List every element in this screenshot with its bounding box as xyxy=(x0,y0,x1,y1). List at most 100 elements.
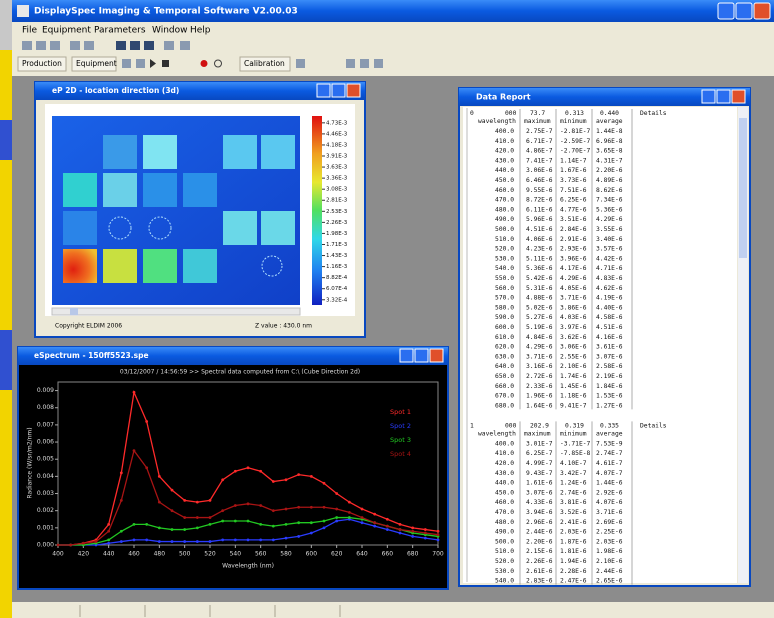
tool-icon[interactable] xyxy=(296,59,305,68)
copyright: Copyright ELDIM 2006 xyxy=(55,323,122,330)
tool-icon[interactable] xyxy=(36,41,46,50)
maximize-button[interactable] xyxy=(415,349,428,362)
tool-icon[interactable] xyxy=(164,41,174,50)
tool-icon[interactable] xyxy=(22,41,32,50)
minimize-button[interactable] xyxy=(702,90,715,103)
close-button[interactable] xyxy=(347,84,360,97)
menu-item[interactable]: Parameters xyxy=(94,26,146,36)
report-cell: 1.45E-6 xyxy=(560,383,587,390)
report-cell: 1.67E-6 xyxy=(560,167,587,174)
data-point xyxy=(120,540,123,543)
screen: DisplaySpec Imaging & Temporal Software … xyxy=(0,0,774,618)
report-cell: 9.41E-7 xyxy=(560,402,587,409)
colorbar-label: 6.07E-4 xyxy=(326,286,348,292)
report-cell: 4.29E-6 xyxy=(596,216,623,223)
close-button[interactable] xyxy=(754,3,770,19)
y-tick-label: 0.005 xyxy=(37,456,54,463)
x-axis-label: Wavelength (nm) xyxy=(222,563,274,570)
report-cell: -3.71E-7 xyxy=(560,440,591,447)
minimize-button[interactable] xyxy=(718,3,734,19)
report-cell: 4.51E-6 xyxy=(526,226,553,233)
tool-icon[interactable] xyxy=(374,59,383,68)
scrollbar[interactable] xyxy=(52,308,300,315)
data-point xyxy=(209,523,212,526)
data-point xyxy=(323,526,326,529)
tool-icon[interactable] xyxy=(360,59,369,68)
maximize-button[interactable] xyxy=(717,90,730,103)
report-cell: 2.44E-6 xyxy=(596,568,623,575)
data-point xyxy=(133,449,136,452)
close-button[interactable] xyxy=(732,90,745,103)
report-cell: 5.96E-6 xyxy=(526,216,553,223)
report-cell: 7.34E-6 xyxy=(596,197,623,204)
report-cell: 1.84E-6 xyxy=(596,383,623,390)
scroll-thumb[interactable] xyxy=(70,308,78,315)
report-cell: -7.85E-8 xyxy=(560,450,591,457)
report-cell: 540.0 xyxy=(495,578,514,585)
spot xyxy=(63,173,97,207)
report-cell: 4.03E-6 xyxy=(560,314,587,321)
report-cell: 3.86E-6 xyxy=(560,304,587,311)
report-cell: 1.94E-6 xyxy=(560,558,587,565)
tool-icon[interactable] xyxy=(144,41,154,50)
toolbar-label[interactable]: Calibration xyxy=(244,59,285,68)
spot xyxy=(223,211,257,245)
report-cell: 3.42E-7 xyxy=(560,470,587,477)
tool-icon[interactable] xyxy=(180,41,190,50)
close-button[interactable] xyxy=(430,349,443,362)
scroll-thumb[interactable] xyxy=(739,118,747,258)
toolbar-label[interactable]: Equipment xyxy=(76,59,117,68)
data-point xyxy=(107,538,110,541)
toolbar-label[interactable]: Production xyxy=(22,59,62,68)
menu-item[interactable]: Equipment xyxy=(42,26,91,36)
y-tick-label: 0.007 xyxy=(37,421,54,428)
data-point xyxy=(297,521,300,524)
menu-item[interactable]: Window xyxy=(152,26,188,36)
report-cell: 3.01E-7 xyxy=(526,440,553,447)
y-axis-label: Radiance (W/sr/m2/nm) xyxy=(27,427,34,498)
data-point xyxy=(120,530,123,533)
data-point xyxy=(69,544,72,547)
data-point xyxy=(323,506,326,509)
x-tick-label: 400 xyxy=(52,551,64,558)
tool-icon[interactable] xyxy=(84,41,94,50)
tool-icon[interactable] xyxy=(116,41,126,50)
tool-icon[interactable] xyxy=(136,59,145,68)
stop-icon[interactable] xyxy=(162,60,169,67)
status-bar xyxy=(12,603,774,618)
menu-item[interactable]: Help xyxy=(190,26,211,36)
report-cell: 470.0 xyxy=(495,509,514,516)
maximize-button[interactable] xyxy=(332,84,345,97)
report-cell: 2.26E-6 xyxy=(526,558,553,565)
minimize-button[interactable] xyxy=(400,349,413,362)
tool-icon[interactable] xyxy=(122,59,131,68)
colorbar-label: 3.63E-3 xyxy=(326,165,348,171)
report-cell: 5.31E-6 xyxy=(526,285,553,292)
report-cell: 3.73E-6 xyxy=(560,177,587,184)
page: DisplaySpec Imaging & Temporal Software … xyxy=(0,0,774,618)
y-tick-label: 0.003 xyxy=(37,490,54,497)
data-point xyxy=(437,538,440,541)
tool-icon[interactable] xyxy=(130,41,140,50)
maximize-button[interactable] xyxy=(736,3,752,19)
report-cell: 2.55E-6 xyxy=(560,353,587,360)
spot xyxy=(63,211,97,245)
report-cell: 8.62E-6 xyxy=(596,187,623,194)
tool-icon[interactable] xyxy=(346,59,355,68)
report-cell: 3.96E-6 xyxy=(560,255,587,262)
tool-icon[interactable] xyxy=(70,41,80,50)
desktop-thumb xyxy=(0,0,12,50)
record-icon[interactable] xyxy=(201,60,208,67)
report-cell: 530.0 xyxy=(495,568,514,575)
tool-icon[interactable] xyxy=(50,41,60,50)
report-cell: 4.83E-6 xyxy=(596,275,623,282)
report-cell: 4.10E-7 xyxy=(560,460,587,467)
data-point xyxy=(95,540,98,543)
report-cell: 4.33E-6 xyxy=(526,499,553,506)
data-point xyxy=(133,538,136,541)
report-cell: 3.40E-6 xyxy=(596,236,623,243)
data-point xyxy=(107,530,110,533)
data-point xyxy=(399,528,402,531)
minimize-button[interactable] xyxy=(317,84,330,97)
menu-item[interactable]: File xyxy=(22,26,38,36)
